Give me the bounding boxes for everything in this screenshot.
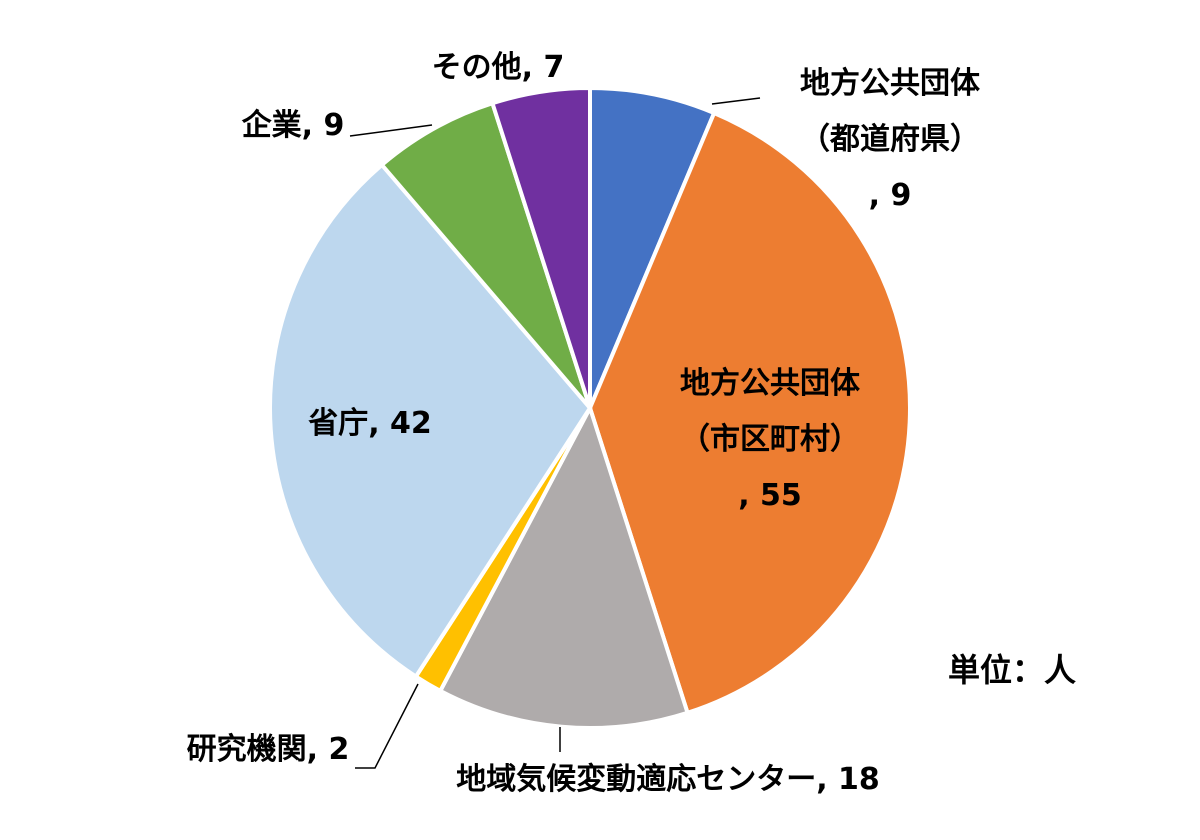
pie-slice-2 [437, 402, 691, 730]
data-label-5: 企業, 9 [241, 108, 345, 143]
data-label-4: 省庁, 42 [308, 406, 432, 441]
leader-line-0 [711, 97, 761, 105]
pie-slice-0 [588, 85, 717, 409]
leader-line-5 [349, 124, 433, 137]
pie-slice-4 [268, 162, 593, 680]
pie-slice-5 [379, 100, 592, 410]
data-label-1: 地方公共団体 （市区町村）, 55 [680, 366, 860, 513]
data-label-2: 地域気候変動適応センター, 18 [456, 762, 880, 797]
leader-line-3 [355, 683, 419, 769]
pie-slice-6 [489, 85, 592, 409]
data-label-6: その他, 7 [431, 50, 565, 85]
unit-label: 単位：人 [948, 651, 1077, 689]
data-label-0: 地方公共団体 （都道府県）, 9 [800, 66, 980, 213]
data-label-3: 研究機関, 2 [186, 732, 350, 767]
pie-slice-1 [587, 110, 912, 716]
